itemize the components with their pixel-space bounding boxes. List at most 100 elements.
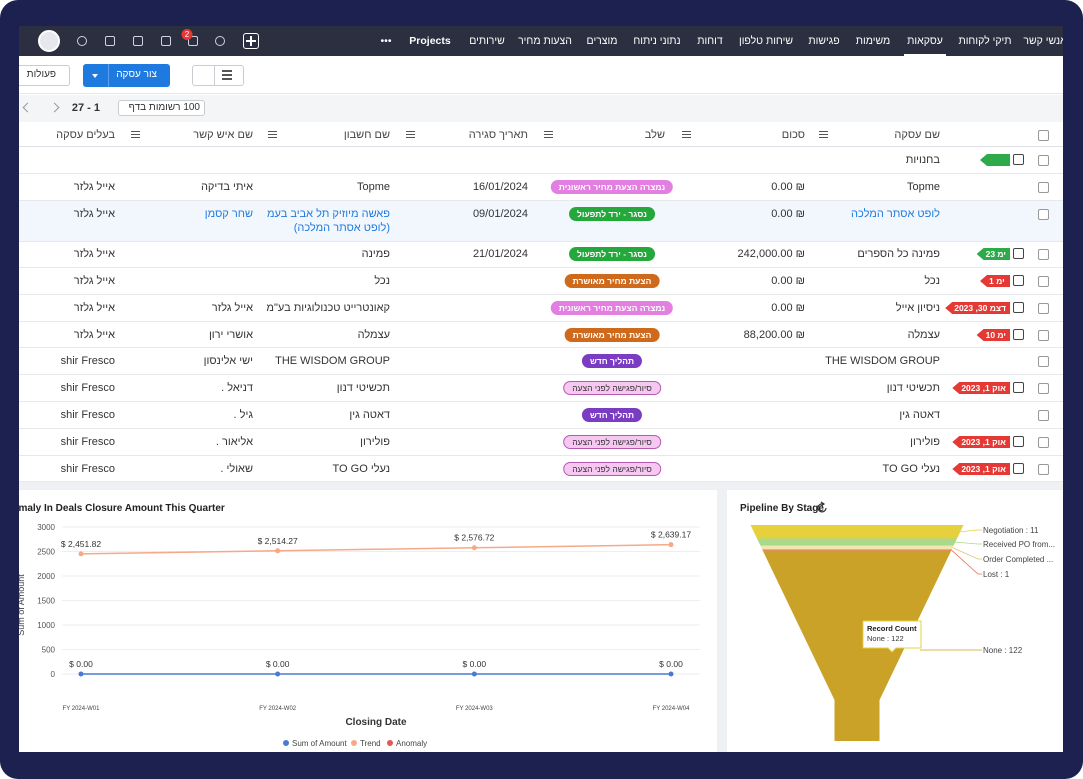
per-page-select[interactable] bbox=[118, 100, 205, 116]
notification-badge: 2 bbox=[181, 29, 193, 40]
refresh-arrow bbox=[820, 501, 826, 507]
data-point bbox=[275, 671, 281, 677]
account-name: קאונטרייט טכנולוגיות בע"מ bbox=[266, 302, 390, 314]
row-checkbox[interactable] bbox=[1038, 249, 1049, 260]
nav-item[interactable]: שיחות טלפון bbox=[738, 35, 794, 47]
tooltip-title: Record Count bbox=[867, 624, 917, 633]
close-date: 16/01/2024 bbox=[472, 181, 528, 193]
deal-name[interactable]: לופט אסתר המלכה bbox=[851, 208, 940, 220]
add-button[interactable] bbox=[243, 33, 259, 49]
row-checkbox[interactable] bbox=[1038, 276, 1049, 287]
nav-item[interactable]: מוצרים bbox=[586, 35, 618, 47]
row-checkbox[interactable] bbox=[1038, 303, 1049, 314]
row-checkbox[interactable] bbox=[1038, 356, 1049, 367]
nav-item[interactable]: משימות bbox=[855, 35, 891, 47]
tag-check-icon bbox=[1013, 248, 1024, 259]
refresh-icon bbox=[817, 503, 827, 513]
row-checkbox[interactable] bbox=[1038, 155, 1049, 166]
nav-item[interactable]: נתוני ניתוח bbox=[633, 35, 681, 47]
row-checkbox[interactable] bbox=[1038, 464, 1049, 475]
list-icon-line bbox=[222, 70, 232, 72]
chart-panel bbox=[19, 490, 717, 752]
data-point bbox=[78, 551, 84, 557]
per-page-label: 100 רשומות בדף bbox=[128, 102, 200, 113]
data-point bbox=[668, 671, 674, 677]
deal-owner: אייל גלזר bbox=[73, 181, 115, 193]
nav-item[interactable]: פגישות bbox=[808, 35, 840, 47]
label-leader bbox=[955, 541, 982, 545]
account-name: תכשיטי דנון bbox=[336, 382, 390, 394]
view-toggle[interactable] bbox=[192, 65, 244, 86]
nav-icon[interactable] bbox=[188, 36, 198, 46]
row-checkbox[interactable] bbox=[1038, 182, 1049, 193]
nav-item[interactable]: שירותים bbox=[469, 35, 505, 47]
actions-button[interactable] bbox=[19, 65, 70, 86]
contact-name: אושרי ירון bbox=[208, 329, 253, 341]
create-button[interactable] bbox=[83, 64, 170, 87]
tag-check-icon bbox=[1013, 463, 1024, 474]
data-label: $ 2,514.27 bbox=[258, 536, 298, 546]
nav-icon[interactable] bbox=[77, 36, 87, 46]
avatar[interactable] bbox=[38, 30, 60, 52]
nav-item[interactable]: הצעות מחיר bbox=[518, 35, 572, 47]
label-leader bbox=[952, 547, 982, 560]
deal-owner: אייל גלזר bbox=[73, 275, 115, 287]
deal-owner: shir Fresco bbox=[60, 355, 115, 367]
row-checkbox[interactable] bbox=[1038, 410, 1049, 421]
column-menu-icon bbox=[406, 131, 415, 133]
nav-item[interactable]: דוחות bbox=[697, 35, 723, 47]
toolbar bbox=[19, 56, 1063, 94]
y-axis-label: Sum of Amount bbox=[19, 574, 26, 636]
deal-name: תכשיטי דנון bbox=[886, 382, 940, 394]
column-menu-icon bbox=[682, 131, 691, 133]
legend-label: Anomaly bbox=[396, 739, 427, 748]
column-menu-icon bbox=[544, 137, 553, 139]
stage-label: Received PO from... bbox=[983, 540, 1055, 549]
account-name: פמינה bbox=[361, 248, 390, 260]
table-row bbox=[19, 201, 1063, 242]
stage-pill: תהליך חדש bbox=[581, 408, 643, 422]
column-header: שלב bbox=[644, 129, 665, 141]
contact-name[interactable]: שחר קסמן bbox=[204, 208, 253, 220]
deal-owner: אייל גלזר bbox=[73, 248, 115, 260]
deal-amount: 0.00 ₪ bbox=[771, 208, 805, 220]
account-name: פולירון bbox=[360, 436, 390, 448]
actions-label: פעולות bbox=[26, 69, 56, 80]
contact-name: גיל . bbox=[233, 409, 253, 421]
nav-item[interactable]: עסקאות bbox=[907, 35, 943, 47]
account-name[interactable]: פאשה מיוזיק תל אביב בעמ (לופט אסתר המלכה… bbox=[266, 208, 390, 234]
row-checkbox[interactable] bbox=[1038, 209, 1049, 220]
column-menu-icon bbox=[682, 134, 691, 136]
row-checkbox[interactable] bbox=[1038, 383, 1049, 394]
nav-icon[interactable] bbox=[133, 36, 143, 46]
column-header: תאריך סגירה bbox=[468, 129, 528, 141]
table-row bbox=[19, 147, 1063, 174]
tag-check-icon bbox=[1013, 275, 1024, 286]
deal-amount: 0.00 ₪ bbox=[771, 275, 805, 287]
y-tick-label: 2500 bbox=[37, 548, 55, 557]
deal-name: פמינה כל הספרים bbox=[857, 248, 940, 260]
nav-item[interactable]: תיקי לקוחות bbox=[958, 35, 1012, 47]
nav-icon[interactable] bbox=[105, 36, 115, 46]
chart-title: Pipeline By Stage bbox=[740, 503, 824, 514]
column-header: שם חשבון bbox=[343, 129, 390, 141]
nav-icon[interactable] bbox=[161, 36, 171, 46]
data-label: $ 0.00 bbox=[463, 659, 487, 669]
stage-pill: תהליך חדש bbox=[581, 354, 643, 368]
stage-pill: הצעת מחיר מאושרת bbox=[564, 274, 660, 288]
nav-item[interactable]: Projects bbox=[409, 35, 451, 47]
table-row bbox=[19, 295, 1063, 322]
column-menu-icon bbox=[819, 131, 828, 133]
deal-name: פולירון bbox=[910, 436, 940, 448]
header-checkbox[interactable] bbox=[1038, 130, 1049, 141]
stage-pill: סיור/פגישה לפני הצעה bbox=[563, 381, 661, 395]
nav-item[interactable]: אנשי קשר bbox=[1023, 35, 1063, 47]
top-nav bbox=[19, 26, 1063, 56]
account-name: עצמלה bbox=[357, 329, 390, 341]
row-checkbox[interactable] bbox=[1038, 437, 1049, 448]
x-tick-label: FY 2024-W04 bbox=[653, 706, 691, 712]
nav-item[interactable]: ••• bbox=[380, 35, 392, 47]
column-header: בעלים עסקה bbox=[56, 129, 115, 141]
row-checkbox[interactable] bbox=[1038, 330, 1049, 341]
nav-icon[interactable] bbox=[215, 36, 225, 46]
